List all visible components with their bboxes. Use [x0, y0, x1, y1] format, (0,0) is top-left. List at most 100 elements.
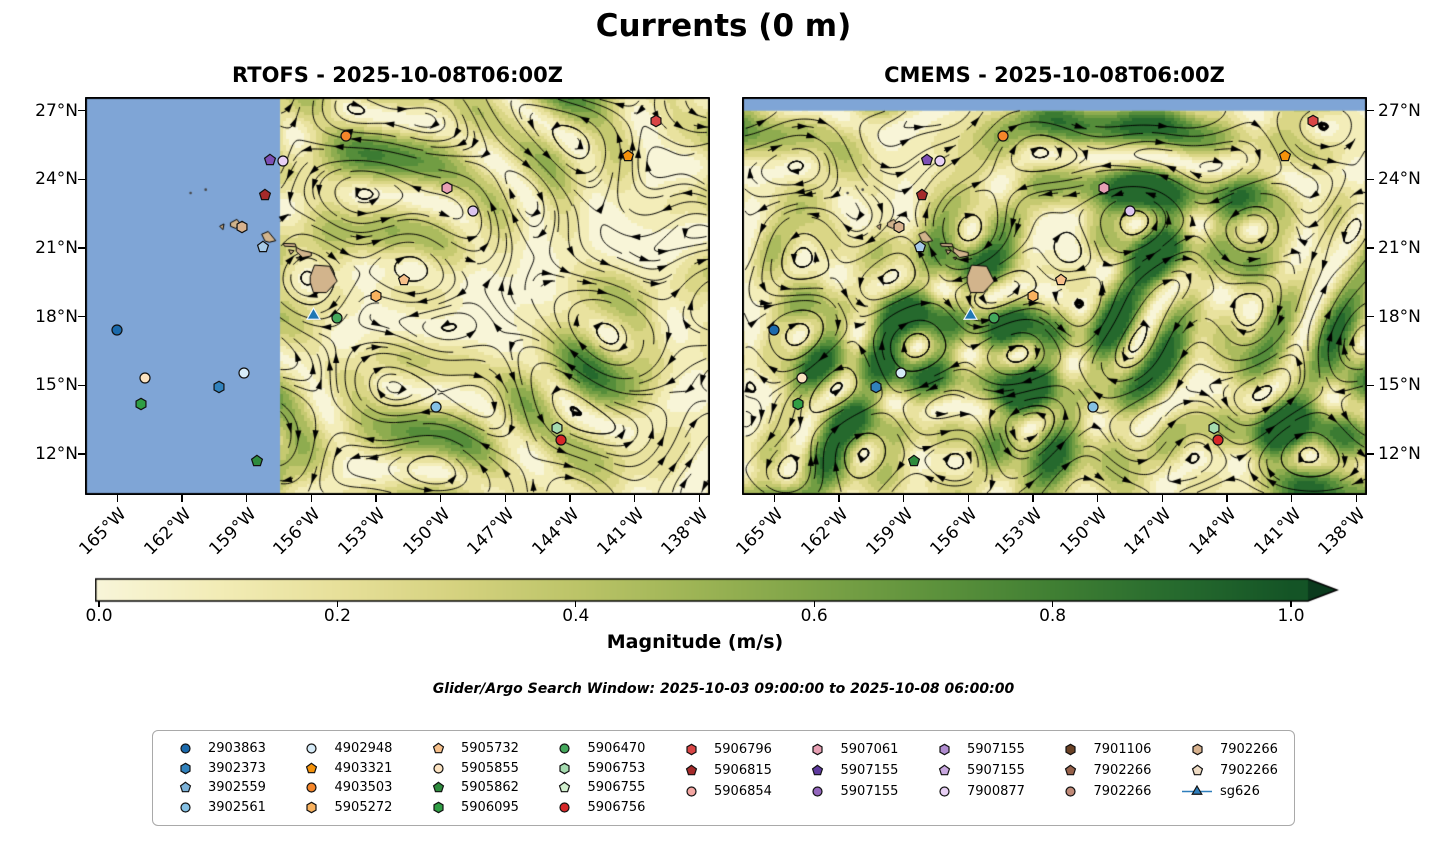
legend-item-5906796: 5906796 [675, 740, 772, 759]
colorbar-tick-mark [98, 601, 100, 607]
legend-column: 4902948 4903321 4903503 5905272 [296, 740, 393, 817]
pentagon-marker-icon [422, 781, 454, 794]
circle-marker-icon [802, 785, 834, 798]
legend-item-5905272: 5905272 [296, 799, 392, 817]
legend-label: 3902373 [208, 760, 266, 776]
pentagon-marker-icon [802, 764, 834, 777]
circle-marker-icon [928, 785, 960, 798]
float-marker-5906470 [987, 311, 1001, 325]
legend-item-7902266: 7902266 [1055, 761, 1152, 780]
legend-label: 4903503 [334, 780, 393, 796]
lon-tick-mark [1226, 495, 1228, 502]
legend-column: 5906796 5906815 5906854 [675, 740, 772, 816]
legend-item-5905732: 5905732 [422, 740, 519, 758]
lon-tick-mark [1355, 495, 1357, 502]
float-marker-5907061 [1097, 181, 1111, 195]
float-marker-4903321 [621, 149, 635, 163]
pentagon-marker-icon [422, 742, 454, 755]
colorbar-tick-mark [1051, 601, 1054, 607]
hexagon-marker-icon [928, 743, 960, 756]
lat-tick-label-left: 21°N [35, 237, 78, 258]
figure-title: Currents (0 m) [595, 8, 852, 44]
legend-label: 5905855 [461, 760, 519, 776]
circle-marker-icon [549, 742, 581, 755]
legend-item-5905862: 5905862 [422, 779, 519, 797]
legend-item-5906854: 5906854 [675, 782, 772, 801]
legend-label: 5906755 [587, 780, 646, 796]
colorbar-tick-label: 0.2 [323, 606, 351, 626]
legend-item-5905855: 5905855 [422, 760, 519, 778]
legend-item-4903503: 4903503 [296, 779, 393, 797]
float-marker-5905732 [397, 273, 411, 287]
float-marker-sg626 [962, 306, 979, 324]
hexagon-marker-icon [802, 743, 834, 756]
pentagon-marker-icon [549, 781, 581, 794]
pentagon-marker-icon [296, 762, 328, 775]
circle-marker-icon [549, 801, 581, 814]
lat-tick-label-right: 21°N [1378, 237, 1421, 258]
rtofs-map [85, 97, 710, 495]
float-marker-3902559 [256, 240, 270, 254]
hexagon-marker-icon [1055, 743, 1087, 756]
hexagon-marker-icon [169, 762, 201, 775]
lon-tick-mark [181, 495, 183, 502]
lon-tick-mark [569, 495, 571, 502]
hexagon-marker-icon [422, 801, 454, 814]
float-marker-5906756 [554, 433, 568, 447]
legend-label: 3902559 [208, 780, 266, 796]
lat-tick-mark-left [78, 384, 85, 386]
legend-column: 5907155 5907155 7900877 [928, 740, 1025, 816]
lat-tick-mark-left [78, 178, 85, 181]
float-marker-5905272 [369, 289, 383, 303]
legend-label: 5907155 [840, 784, 899, 799]
legend-label: 5907155 [967, 742, 1025, 757]
lat-tick-label-left: 27°N [35, 100, 78, 121]
legend-label: 7902266 [1093, 763, 1152, 778]
legend-item-7900877: 7900877 [928, 782, 1025, 801]
float-marker-3902561 [429, 400, 443, 414]
float-marker-5907155 [1123, 204, 1137, 218]
rtofs-marker-layer [85, 97, 710, 495]
legend-label: 2903863 [208, 741, 266, 757]
float-marker-5906796 [649, 114, 663, 128]
float-marker-5906753 [1207, 421, 1221, 435]
pentagon-marker-icon [675, 764, 707, 777]
float-marker-3902373 [212, 380, 226, 394]
lon-tick-mark [967, 495, 969, 502]
float-marker-4902948 [237, 366, 251, 380]
legend-label: 4903321 [334, 760, 393, 776]
float-marker-5907155 [466, 204, 480, 218]
float-marker-5907155 [263, 153, 277, 167]
legend-label: 7902266 [1220, 763, 1278, 778]
lat-tick-mark-left [78, 247, 85, 249]
float-marker-5906796 [1306, 114, 1320, 128]
legend-label: 7902266 [1093, 784, 1152, 799]
circle-marker-icon [296, 742, 328, 755]
lon-tick-mark [633, 495, 636, 502]
legend-item-5907155: 5907155 [802, 782, 899, 801]
float-marker-5907061 [440, 181, 454, 195]
hexagon-marker-icon [675, 743, 707, 756]
legend-label: 5906753 [587, 760, 646, 776]
float-marker-7902266 [235, 220, 249, 234]
lon-tick-mark [504, 495, 506, 502]
legend-label: 5907061 [840, 742, 899, 757]
colorbar-tick-mark [813, 601, 815, 607]
legend-column: 7901106 7902266 7902266 [1055, 740, 1152, 816]
colorbar [95, 577, 1340, 603]
legend-item-7901106: 7901106 [1055, 740, 1151, 759]
colorbar-tick-label: 0.6 [800, 606, 828, 626]
cmems-marker-layer [742, 97, 1367, 495]
float-marker-sg626 [305, 306, 322, 324]
pentagon-marker-icon [1181, 764, 1213, 777]
colorbar-tick-mark [575, 601, 577, 607]
legend: 2903863 3902373 3902559 3902561 4902948 49033… [152, 730, 1295, 826]
legend-label: 4902948 [334, 741, 393, 757]
legend-item-5907155: 5907155 [928, 761, 1025, 780]
lat-tick-label-left: 18°N [35, 306, 78, 327]
float-marker-5906470 [330, 311, 344, 325]
colorbar-tick-mark [336, 601, 339, 607]
legend-label: 5906854 [714, 784, 772, 799]
cmems-panel-title: CMEMS - 2025-10-08T06:00Z [884, 63, 1225, 87]
lat-tick-label-left: 12°N [35, 443, 78, 464]
